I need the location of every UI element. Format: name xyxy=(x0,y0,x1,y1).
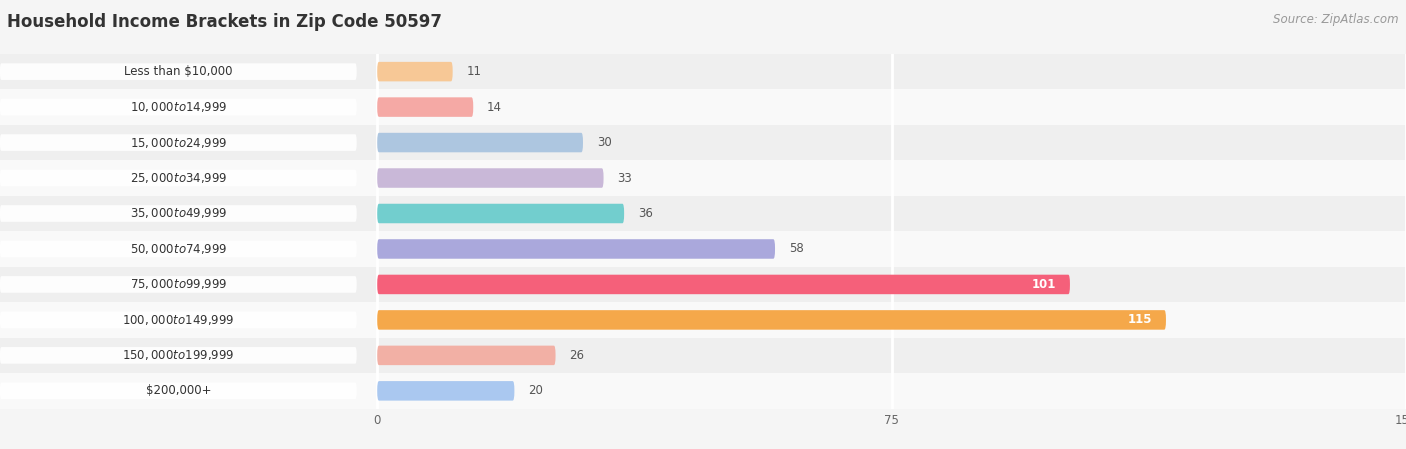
Text: $25,000 to $34,999: $25,000 to $34,999 xyxy=(129,171,226,185)
Text: $100,000 to $149,999: $100,000 to $149,999 xyxy=(122,313,235,327)
FancyBboxPatch shape xyxy=(0,276,357,293)
Text: $15,000 to $24,999: $15,000 to $24,999 xyxy=(129,136,226,150)
FancyBboxPatch shape xyxy=(0,347,357,364)
FancyBboxPatch shape xyxy=(377,62,453,81)
FancyBboxPatch shape xyxy=(0,134,357,151)
FancyBboxPatch shape xyxy=(377,381,515,401)
FancyBboxPatch shape xyxy=(0,205,357,222)
Text: 101: 101 xyxy=(1032,278,1056,291)
Text: 30: 30 xyxy=(596,136,612,149)
Text: $75,000 to $99,999: $75,000 to $99,999 xyxy=(129,277,226,291)
FancyBboxPatch shape xyxy=(0,63,357,80)
FancyBboxPatch shape xyxy=(0,312,357,328)
Bar xyxy=(0,231,1406,267)
Text: 33: 33 xyxy=(617,172,633,185)
Text: $35,000 to $49,999: $35,000 to $49,999 xyxy=(129,207,226,220)
Text: $10,000 to $14,999: $10,000 to $14,999 xyxy=(129,100,226,114)
Text: 26: 26 xyxy=(569,349,585,362)
FancyBboxPatch shape xyxy=(0,170,357,186)
FancyBboxPatch shape xyxy=(377,133,583,152)
FancyBboxPatch shape xyxy=(0,99,357,115)
FancyBboxPatch shape xyxy=(377,168,603,188)
Bar xyxy=(0,267,1406,302)
Bar xyxy=(0,89,1406,125)
Bar xyxy=(0,125,1406,160)
Text: 36: 36 xyxy=(638,207,652,220)
FancyBboxPatch shape xyxy=(377,239,775,259)
FancyBboxPatch shape xyxy=(377,346,555,365)
Bar xyxy=(0,373,1406,409)
Bar xyxy=(0,302,1406,338)
Text: Household Income Brackets in Zip Code 50597: Household Income Brackets in Zip Code 50… xyxy=(7,13,441,31)
FancyBboxPatch shape xyxy=(377,310,1166,330)
Bar xyxy=(0,338,1406,373)
Text: 20: 20 xyxy=(529,384,543,397)
Bar xyxy=(0,196,1406,231)
FancyBboxPatch shape xyxy=(0,241,357,257)
Text: Less than $10,000: Less than $10,000 xyxy=(124,65,232,78)
Text: 11: 11 xyxy=(467,65,481,78)
Text: $50,000 to $74,999: $50,000 to $74,999 xyxy=(129,242,226,256)
FancyBboxPatch shape xyxy=(377,204,624,223)
Text: 58: 58 xyxy=(789,242,803,255)
Text: 115: 115 xyxy=(1128,313,1153,326)
Bar xyxy=(0,160,1406,196)
Text: Source: ZipAtlas.com: Source: ZipAtlas.com xyxy=(1274,13,1399,26)
Text: $150,000 to $199,999: $150,000 to $199,999 xyxy=(122,348,235,362)
Text: $200,000+: $200,000+ xyxy=(146,384,211,397)
FancyBboxPatch shape xyxy=(377,275,1070,294)
Bar xyxy=(0,54,1406,89)
FancyBboxPatch shape xyxy=(377,97,474,117)
Text: 14: 14 xyxy=(486,101,502,114)
FancyBboxPatch shape xyxy=(0,383,357,399)
